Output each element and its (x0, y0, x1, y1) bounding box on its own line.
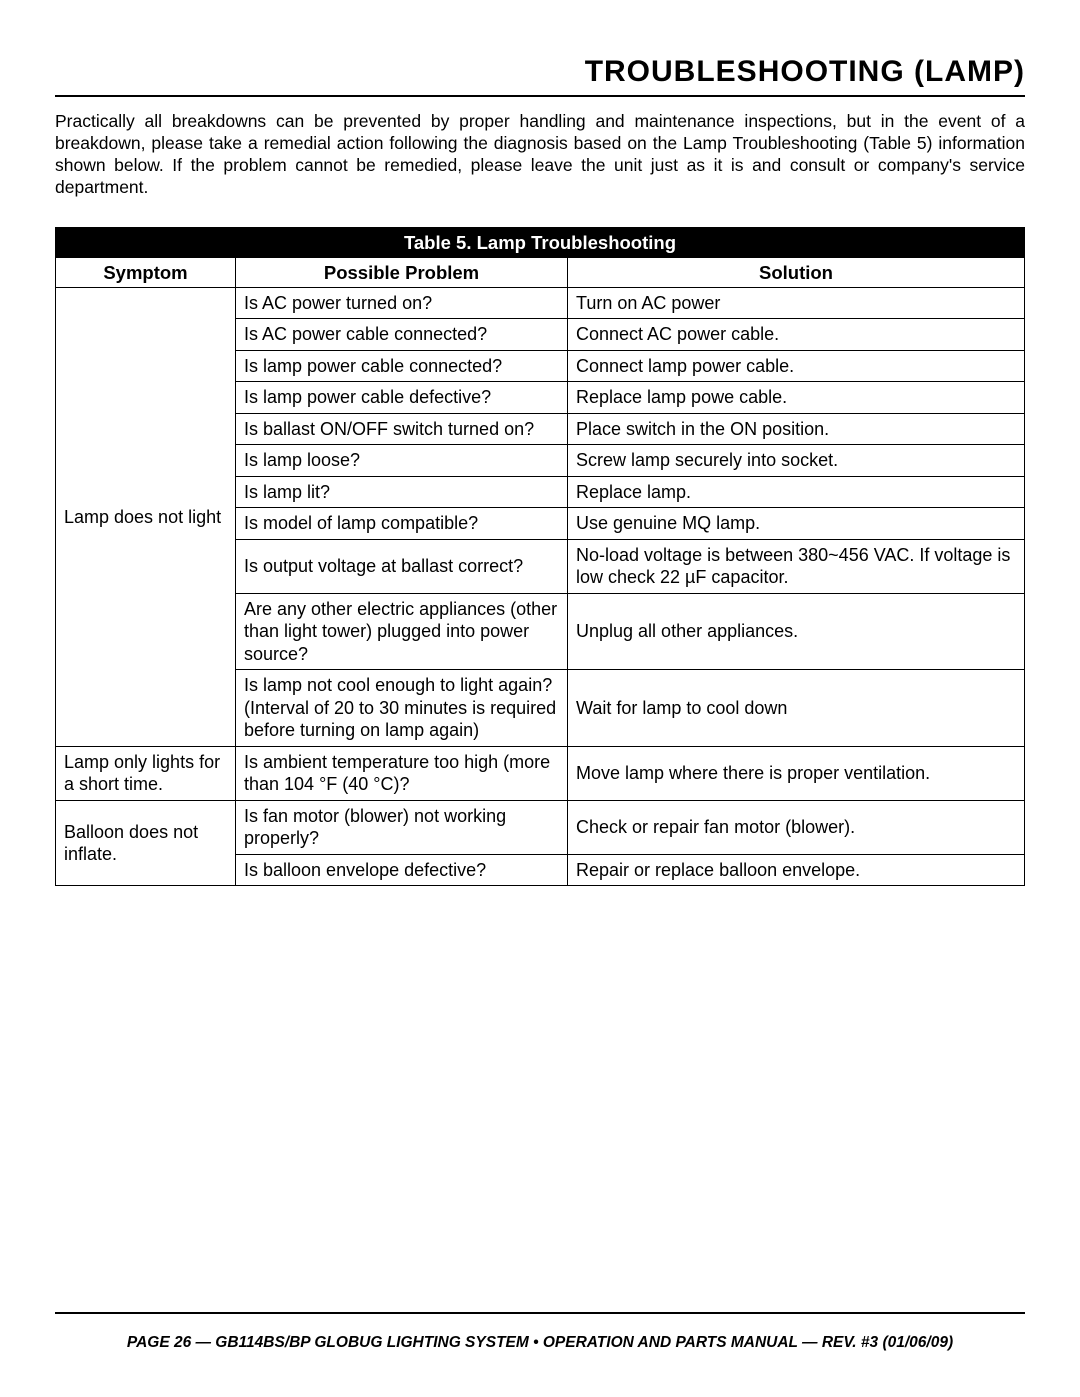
page-title: TROUBLESHOOTING (LAMP) (55, 55, 1025, 89)
problem-cell: Is ambient temperature too high (more th… (236, 746, 568, 800)
page-footer: PAGE 26 — GB114BS/BP GLOBUG LIGHTING SYS… (55, 1334, 1025, 1352)
solution-cell: Replace lamp. (568, 476, 1025, 508)
problem-cell: Is lamp loose? (236, 445, 568, 477)
symptom-cell: Balloon does not inflate. (56, 800, 236, 886)
table-row: Lamp only lights for a short time. Is am… (56, 746, 1025, 800)
footer-rule (55, 1312, 1025, 1314)
problem-cell: Are any other electric appliances (other… (236, 593, 568, 670)
solution-cell: Connect lamp power cable. (568, 350, 1025, 382)
problem-cell: Is balloon envelope defective? (236, 854, 568, 886)
solution-cell: Use genuine MQ lamp. (568, 508, 1025, 540)
problem-cell: Is fan motor (blower) not working proper… (236, 800, 568, 854)
table-row: Balloon does not inflate. Is fan motor (… (56, 800, 1025, 854)
title-rule (55, 95, 1025, 97)
symptom-cell: Lamp only lights for a short time. (56, 746, 236, 800)
problem-cell: Is lamp power cable defective? (236, 382, 568, 414)
solution-cell: No-load voltage is between 380~456 VAC. … (568, 539, 1025, 593)
solution-cell: Turn on AC power (568, 287, 1025, 319)
problem-cell: Is output voltage at ballast correct? (236, 539, 568, 593)
table-body: Table 5. Lamp Troubleshooting Symptom Po… (56, 227, 1025, 886)
problem-cell: Is lamp not cool enough to light again? … (236, 670, 568, 747)
solution-cell: Check or repair fan motor (blower). (568, 800, 1025, 854)
solution-cell: Unplug all other appliances. (568, 593, 1025, 670)
solution-cell: Connect AC power cable. (568, 319, 1025, 351)
problem-cell: Is ballast ON/OFF switch turned on? (236, 413, 568, 445)
intro-paragraph: Practically all breakdowns can be preven… (55, 111, 1025, 199)
troubleshooting-table: Table 5. Lamp Troubleshooting Symptom Po… (55, 227, 1025, 887)
col-header-problem: Possible Problem (236, 257, 568, 287)
table-header-row: Symptom Possible Problem Solution (56, 257, 1025, 287)
problem-cell: Is lamp lit? (236, 476, 568, 508)
col-header-solution: Solution (568, 257, 1025, 287)
table-caption-row: Table 5. Lamp Troubleshooting (56, 227, 1025, 257)
solution-cell: Screw lamp securely into socket. (568, 445, 1025, 477)
problem-cell: Is model of lamp compatible? (236, 508, 568, 540)
problem-cell: Is lamp power cable connected? (236, 350, 568, 382)
col-header-symptom: Symptom (56, 257, 236, 287)
solution-cell: Move lamp where there is proper ventilat… (568, 746, 1025, 800)
solution-cell: Place switch in the ON position. (568, 413, 1025, 445)
page: TROUBLESHOOTING (LAMP) Practically all b… (0, 0, 1080, 1397)
solution-cell: Replace lamp powe cable. (568, 382, 1025, 414)
solution-cell: Repair or replace balloon envelope. (568, 854, 1025, 886)
table-row: Lamp does not light Is AC power turned o… (56, 287, 1025, 319)
table-caption: Table 5. Lamp Troubleshooting (56, 227, 1025, 257)
symptom-cell: Lamp does not light (56, 287, 236, 746)
problem-cell: Is AC power cable connected? (236, 319, 568, 351)
solution-cell: Wait for lamp to cool down (568, 670, 1025, 747)
problem-cell: Is AC power turned on? (236, 287, 568, 319)
